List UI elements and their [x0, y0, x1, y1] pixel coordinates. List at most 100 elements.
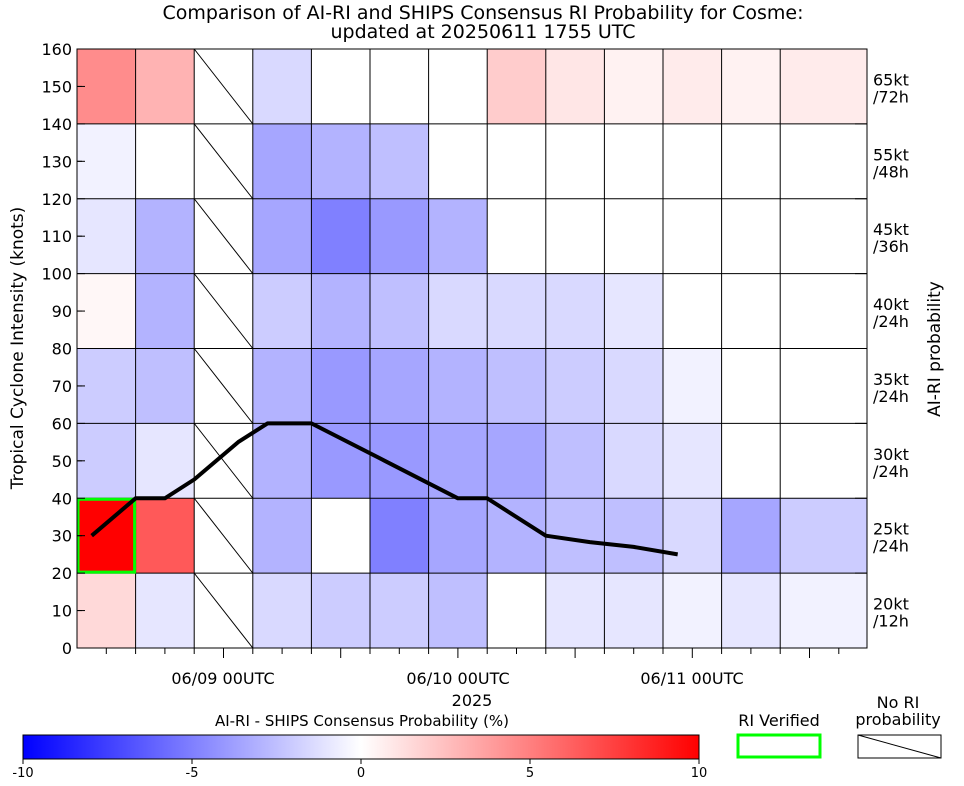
- heatmap-cell: [428, 498, 488, 574]
- x-tick-label-1: 06/10 00UTC: [406, 669, 509, 688]
- no-ri-legend-hatch: [857, 734, 942, 759]
- x-tick-label-0: 06/09 00UTC: [171, 669, 274, 688]
- heatmap-cell: [545, 573, 605, 648]
- heatmap-cell: [370, 498, 429, 574]
- heatmap-cell: [77, 423, 136, 499]
- heatmap-cell: [780, 49, 867, 124]
- heatmap-cell: [252, 573, 312, 648]
- heatmap-cell: [721, 273, 781, 349]
- y-tick-label: 90: [52, 302, 72, 321]
- heatmap-cell: [545, 198, 605, 274]
- heatmap-cell: [663, 573, 722, 648]
- heatmap-cell: [428, 573, 488, 648]
- heatmap-cell: [604, 49, 663, 124]
- heatmap-cell: [721, 498, 781, 574]
- chart-title-line2: updated at 20250611 1755 UTC: [331, 21, 636, 43]
- heatmap-cell: [252, 423, 312, 499]
- heatmap-cell: [252, 49, 312, 124]
- heatmap-cell: [135, 273, 195, 349]
- heatmap-cell: [545, 49, 605, 124]
- heatmap-cell: [370, 348, 429, 424]
- heatmap-cell: [311, 573, 370, 648]
- heatmap-cell: [780, 273, 867, 349]
- no-ri-legend-label-line1: No RI: [877, 693, 920, 712]
- y-tick-label: 70: [52, 377, 72, 396]
- heatmap-cell: [663, 198, 722, 274]
- heatmap-cell: [780, 123, 867, 199]
- heatmap-cell: [663, 123, 722, 199]
- heatmap-cell: [135, 573, 195, 648]
- heatmap-cell: [487, 123, 546, 199]
- heatmap-cell: [428, 273, 488, 349]
- y-tick-label: 160: [41, 40, 72, 59]
- heatmap-cell: [663, 348, 722, 424]
- heatmap-cell: [721, 49, 781, 124]
- right-axis: 20kt/12h25kt/24h30kt/24h35kt/24h40kt/24h…: [855, 70, 909, 631]
- heatmap-cell: [721, 423, 781, 499]
- y-tick-label: 110: [41, 227, 72, 246]
- band-label-line2: /36h: [873, 237, 909, 256]
- heatmap-cell: [311, 423, 370, 499]
- heatmap-cell: [311, 49, 370, 124]
- heatmap-cell: [370, 49, 429, 124]
- heatmap-cell: [428, 348, 488, 424]
- colorbar-tick-label: 5: [526, 766, 534, 781]
- ri-verified-legend-swatch: [736, 733, 822, 759]
- x-axis: [105, 648, 840, 658]
- heatmap-cell: [135, 198, 195, 274]
- heatmap-cell: [487, 348, 546, 424]
- colorbar-label: AI-RI - SHIPS Consensus Probability (%): [215, 712, 509, 730]
- heatmap-cell: [545, 348, 605, 424]
- heatmap-cell: [487, 273, 546, 349]
- heatmap-cell: [663, 49, 722, 124]
- band-label-line2: /24h: [873, 312, 909, 331]
- colorbar-tick-label: -10: [12, 766, 33, 781]
- no-ri-hatch: [193, 198, 254, 274]
- band-label-line2: /24h: [873, 462, 909, 481]
- heatmap-cell: [604, 198, 663, 274]
- y-tick-label: 130: [41, 152, 72, 171]
- y-tick-label: 150: [41, 77, 72, 96]
- heatmap-cell: [252, 198, 312, 274]
- band-label-line1: 35kt: [873, 370, 909, 389]
- y-tick-label: 60: [52, 414, 72, 433]
- heatmap-cell: [487, 498, 546, 574]
- right-axis-title: AI-RI probability: [925, 281, 945, 417]
- heatmap-cell: [487, 198, 546, 274]
- heatmap-cell: [604, 498, 663, 574]
- y-tick-label: 100: [41, 265, 72, 284]
- band-label-line2: /48h: [873, 162, 909, 181]
- y-tick-label: 30: [52, 527, 72, 546]
- heatmap-cell: [311, 198, 370, 274]
- heatmap-cell: [77, 348, 136, 424]
- heatmap-cell: [487, 573, 546, 648]
- x-axis-year: 2025: [452, 691, 493, 710]
- colorbar: -10 -5 0 5 10: [12, 734, 707, 781]
- no-ri-hatch: [193, 572, 254, 649]
- x-tick-label-2: 06/11 00UTC: [640, 669, 743, 688]
- no-ri-hatch: [193, 348, 254, 424]
- intensity-line: [90, 421, 679, 557]
- y-tick-label: 50: [52, 452, 72, 471]
- heatmap-cell: [780, 498, 867, 574]
- y-axis: 0 10 20 30 40 50 60 70 80 90 100 110 120 130 140 150 160: [41, 40, 85, 658]
- no-ri-legend-label-line2: probability: [855, 710, 940, 729]
- heatmap-cell: [604, 273, 663, 349]
- heatmap-cell: [545, 423, 605, 499]
- y-tick-label: 120: [41, 190, 72, 209]
- band-label-line2: /72h: [873, 87, 909, 106]
- heatmap-cell: [487, 49, 546, 124]
- y-tick-label: 140: [41, 115, 72, 134]
- band-label-line1: 55kt: [873, 145, 909, 164]
- heatmap-cell: [370, 423, 429, 499]
- chart-title-line1: Comparison of AI-RI and SHIPS Consensus …: [162, 2, 803, 24]
- heatmap-cell: [780, 423, 867, 499]
- no-ri-hatch: [193, 497, 254, 574]
- y-tick-label: 80: [52, 340, 72, 359]
- heatmap-cell: [604, 573, 663, 648]
- heatmap-cell: [663, 423, 722, 499]
- y-tick-label: 20: [52, 564, 72, 583]
- band-label-line2: /12h: [873, 612, 909, 631]
- heatmap-cell: [311, 273, 370, 349]
- heatmap-cell: [428, 198, 488, 274]
